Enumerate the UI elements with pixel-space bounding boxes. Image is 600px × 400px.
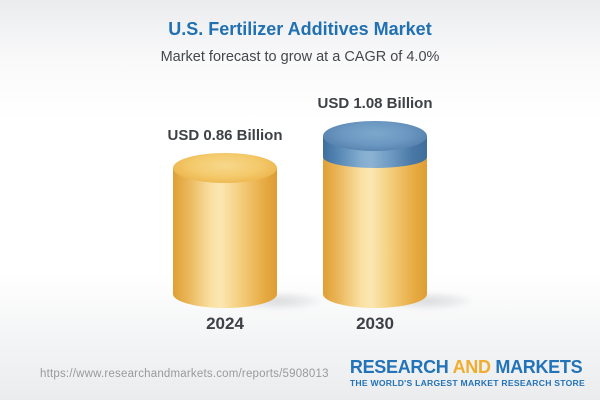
logo-word-markets: MARKETS [495, 357, 583, 377]
cylinder-2030-side [323, 136, 427, 308]
page-title: U.S. Fertilizer Additives Market [168, 19, 432, 39]
logo-word-and: AND [452, 357, 491, 377]
value-label-2024: USD 0.86 Billion [167, 127, 283, 144]
cylinder-2024-cap [173, 153, 277, 183]
cylinder-2024-side [173, 168, 277, 308]
report-url: https://www.researchandmarkets.com/repor… [40, 368, 329, 380]
cylinder-2024: USD 0.86 Billion [167, 127, 283, 308]
cylinder-2030: USD 1.08 Billion [317, 95, 433, 308]
value-label-2030: USD 1.08 Billion [317, 95, 433, 112]
bar-2024-base-segment [173, 168, 277, 308]
research-and-markets-logo: RESEARCH AND MARKETS THE WORLD'S LARGEST… [349, 358, 585, 389]
logo-wordmark: RESEARCH AND MARKETS [350, 358, 585, 377]
page-subtitle: Market forecast to grow at a CAGR of 4.0… [160, 49, 440, 65]
logo-word-research: RESEARCH [349, 357, 449, 377]
cylinder-2030-cap [323, 121, 427, 151]
x-axis-label-2024: 2024 [206, 314, 244, 333]
logo-tagline: THE WORLD'S LARGEST MARKET RESEARCH STOR… [349, 378, 585, 388]
x-axis-label-2030: 2030 [356, 314, 394, 333]
